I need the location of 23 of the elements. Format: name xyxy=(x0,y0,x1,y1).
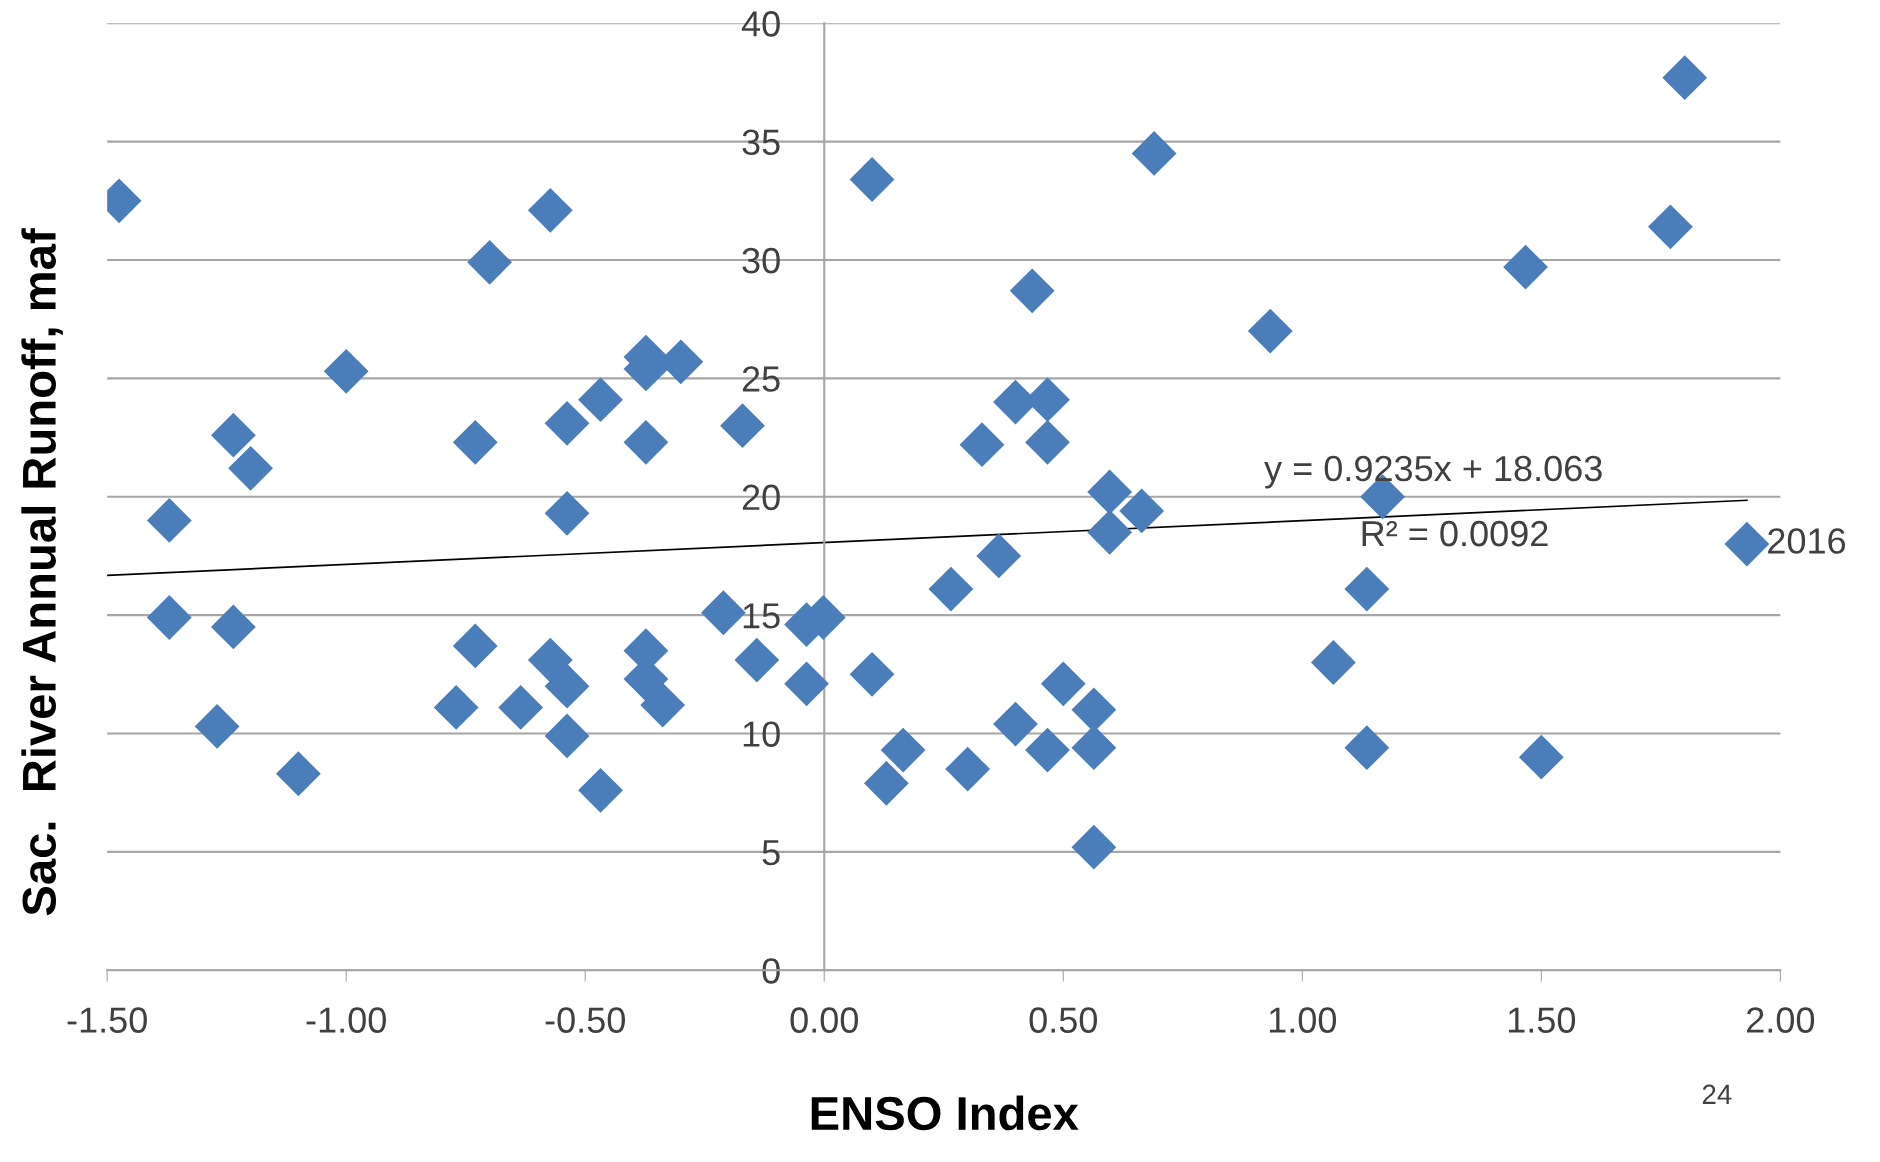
x-tick-label: 0.50 xyxy=(1029,1007,1098,1033)
annotation: 2016 xyxy=(1768,528,1846,554)
x-tick-label: 2.00 xyxy=(1747,1007,1815,1033)
y-axis-title: Sac. River Annual Runoff, maf xyxy=(21,228,63,916)
x-axis-title: ENSO Index xyxy=(811,1095,1079,1131)
x-tick-label: -0.50 xyxy=(545,1007,625,1033)
y-tick-label: 20 xyxy=(742,484,780,511)
annotation: R² = 0.0092 xyxy=(1362,520,1548,547)
y-tick-label: 25 xyxy=(742,366,780,392)
y-tick-label: 30 xyxy=(742,247,780,274)
x-tick-label: 0.00 xyxy=(790,1007,858,1033)
y-tick-label: 5 xyxy=(762,840,780,866)
x-tick-label: -1.50 xyxy=(67,1007,147,1033)
y-tick-label: 40 xyxy=(741,11,780,37)
text: 24 xyxy=(1702,1084,1732,1104)
x-tick-label: -1.00 xyxy=(306,1007,386,1033)
y-tick-label: 15 xyxy=(743,603,780,629)
y-tick-label: 10 xyxy=(743,721,780,747)
annotation: y = 0.9235x + 18.063 xyxy=(1264,455,1602,489)
y-tick-label: 35 xyxy=(742,129,780,156)
x-tick-label: 1.50 xyxy=(1508,1007,1576,1033)
y-tick-label: 0 xyxy=(762,958,780,984)
x-tick-label: 1.00 xyxy=(1269,1007,1337,1033)
